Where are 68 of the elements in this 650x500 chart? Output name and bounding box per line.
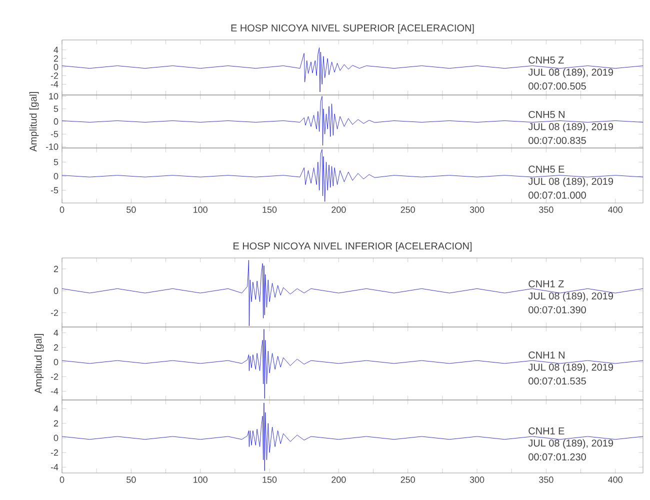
annotation: JUL 08 (189), 2019 (528, 122, 613, 132)
annotation: JUL 08 (189), 2019 (528, 68, 613, 78)
chart-title: E HOSP NICOYA NIVEL INFERIOR [ACELERACION] (234, 242, 472, 252)
annotation: 00:07:00.505 (528, 82, 586, 90)
annotation: JUL 08 (189), 2019 (528, 439, 613, 449)
annotation: 00:07:01.000 (528, 192, 586, 199)
x-tick-label: 100 (194, 206, 208, 213)
annotation: 00:07:00.835 (528, 136, 586, 144)
y-tick-label: 0 (54, 118, 58, 125)
x-tick-label: 0 (60, 206, 64, 213)
y-tick-label: -2 (50, 449, 58, 456)
y-tick-label: 4 (54, 406, 58, 412)
y-tick-label: 2 (54, 344, 58, 351)
annotation: JUL 08 (189), 2019 (528, 178, 613, 187)
y-tick-label: 0 (54, 64, 58, 70)
x-tick-label: 150 (262, 476, 277, 483)
y-tick-label: -2 (50, 310, 58, 316)
annotation: 00:07:01.535 (528, 378, 586, 385)
y-tick-label: 4 (54, 46, 58, 53)
chart-title: E HOSP NICOYA NIVEL SUPERIOR [ACELERACION] (231, 24, 474, 34)
x-tick-label: 400 (608, 206, 622, 213)
line-series (62, 48, 644, 92)
x-tick-label: 200 (332, 476, 346, 483)
x-tick-label: 50 (126, 206, 136, 213)
x-tick-label: 350 (539, 476, 554, 483)
x-tick-label: 0 (60, 476, 64, 483)
y-tick-label: -5 (50, 130, 58, 138)
x-tick-label: 250 (400, 206, 415, 213)
y-tick-label: -5 (50, 187, 58, 194)
y-tick-label: 0 (54, 358, 58, 366)
annotation: 00:07:01.390 (528, 306, 586, 314)
y-tick-label: 2 (54, 266, 58, 272)
x-tick-label: 400 (608, 476, 622, 483)
x-tick-label: 150 (262, 206, 277, 213)
y-tick-label: 5 (54, 158, 58, 166)
x-tick-label: 100 (194, 476, 208, 483)
annotation: CNH5 E (528, 166, 564, 173)
y-tick-label: 4 (54, 330, 58, 336)
y-tick-label: 2 (54, 420, 58, 426)
annotation: CNH1 Z (528, 280, 564, 288)
y-tick-label: -2 (50, 373, 58, 380)
y-tick-label: -10 (46, 144, 58, 150)
y-tick-label: -4 (50, 464, 58, 470)
x-tick-label: 250 (400, 476, 415, 483)
y-tick-label: 5 (54, 106, 58, 112)
x-tick-label: 300 (470, 206, 484, 213)
annotation: CNH5 N (528, 110, 564, 118)
annotation: JUL 08 (189), 2019 (528, 363, 613, 373)
x-tick-label: 300 (470, 476, 484, 483)
y-tick-label: -4 (50, 81, 58, 88)
y-tick-label: 0 (54, 288, 58, 294)
y-tick-label: 10 (49, 93, 58, 100)
annotation: CNH1 E (528, 427, 564, 434)
y-tick-label: -2 (50, 72, 58, 79)
y-axis-title: Amplitud [gal] (29, 92, 39, 152)
y-tick-label: 0 (54, 173, 58, 180)
y-tick-label: 2 (54, 55, 58, 62)
annotation: 00:07:01.230 (528, 453, 586, 460)
y-tick-label: -4 (50, 388, 58, 394)
y-axis-title: Amplitud [gal] (34, 334, 44, 394)
x-tick-label: 350 (539, 206, 554, 213)
x-tick-label: 50 (126, 476, 136, 483)
x-tick-label: 200 (332, 206, 346, 213)
annotation: CNH5 Z (528, 56, 564, 64)
annotation: JUL 08 (189), 2019 (528, 292, 613, 302)
line-series (62, 402, 644, 471)
y-tick-label: 0 (54, 434, 58, 442)
annotation: CNH1 N (528, 352, 564, 359)
